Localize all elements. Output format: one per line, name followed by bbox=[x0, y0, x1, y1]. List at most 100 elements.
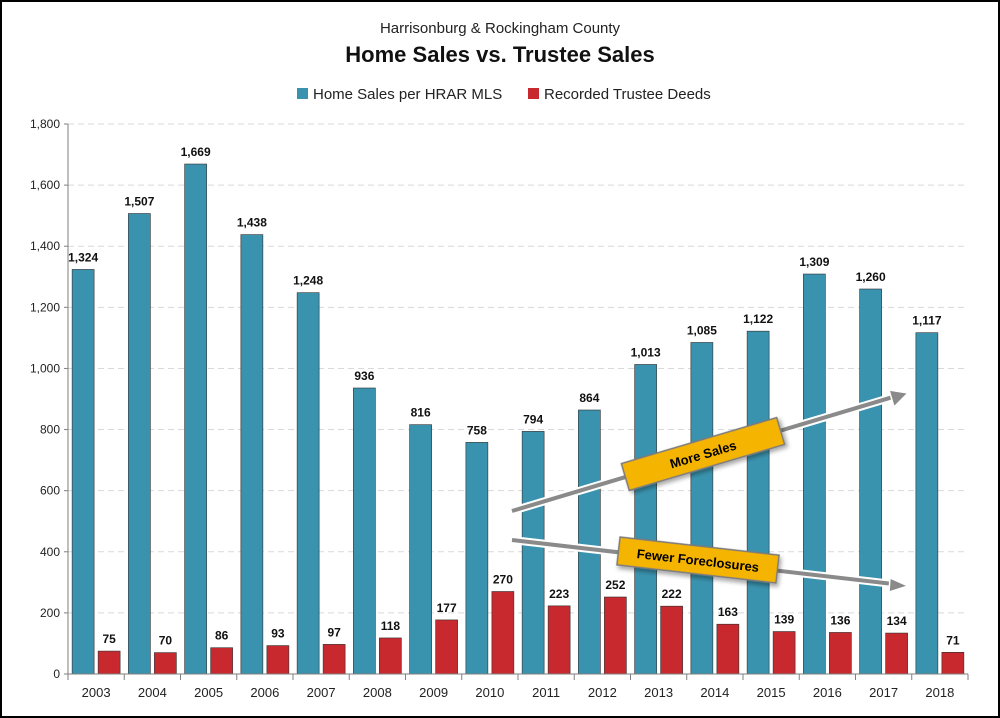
bar-trustee-deeds bbox=[604, 596, 627, 675]
bar-home-sales bbox=[128, 213, 151, 675]
bar-home-sales bbox=[353, 387, 376, 675]
data-label-trustee-deeds: 270 bbox=[493, 573, 513, 587]
bar-trustee-deeds bbox=[435, 619, 458, 675]
data-label-trustee-deeds: 134 bbox=[887, 614, 907, 628]
x-tick-label: 2010 bbox=[475, 685, 504, 700]
data-label-home-sales: 1,117 bbox=[912, 314, 942, 328]
legend-swatch-trustee-deeds bbox=[528, 88, 539, 99]
data-label-trustee-deeds: 177 bbox=[437, 601, 457, 615]
data-label-home-sales: 794 bbox=[523, 412, 543, 426]
data-label-trustee-deeds: 139 bbox=[774, 613, 794, 627]
x-tick-label: 2007 bbox=[307, 685, 336, 700]
y-tick-label: 1,200 bbox=[30, 300, 60, 314]
bar-home-sales bbox=[859, 288, 882, 675]
bar-trustee-deeds bbox=[154, 652, 177, 675]
bar-home-sales bbox=[803, 273, 826, 675]
bar-trustee-deeds bbox=[322, 644, 346, 675]
y-axis: 0 200 400 600 800 1,000 1,200 1,400 1,600 1,800 bbox=[30, 117, 69, 681]
callout-fewer-foreclosures: Fewer Foreclosures bbox=[616, 536, 780, 584]
data-labels: 1,324 75 1,507 70 1,669 86 1,438 93 1,248 97 936 11… bbox=[68, 145, 960, 648]
bar-trustee-deeds bbox=[547, 605, 571, 675]
x-tick-label: 2017 bbox=[869, 685, 898, 700]
x-tick-label: 2005 bbox=[194, 685, 223, 700]
bar-home-sales bbox=[71, 269, 95, 675]
bar-home-sales bbox=[296, 292, 320, 675]
data-label-trustee-deeds: 222 bbox=[662, 587, 682, 601]
legend-label-trustee-deeds: Recorded Trustee Deeds bbox=[544, 86, 711, 103]
x-tick-label: 2012 bbox=[588, 685, 617, 700]
data-label-home-sales: 1,085 bbox=[687, 323, 717, 337]
y-tick-label: 0 bbox=[53, 667, 60, 681]
data-label-home-sales: 1,122 bbox=[743, 312, 773, 326]
data-label-home-sales: 1,507 bbox=[124, 195, 154, 209]
bar-trustee-deeds bbox=[266, 645, 290, 675]
x-tick-label: 2016 bbox=[813, 685, 842, 700]
bar-trustee-deeds bbox=[829, 632, 852, 675]
data-label-home-sales: 1,260 bbox=[856, 270, 886, 284]
bar-trustee-deeds bbox=[660, 605, 683, 675]
y-tick-label: 1,000 bbox=[30, 361, 60, 375]
x-tick-label: 2004 bbox=[138, 685, 167, 700]
bar-trustee-deeds bbox=[716, 623, 740, 675]
bar-home-sales bbox=[521, 431, 545, 675]
data-label-trustee-deeds: 75 bbox=[102, 632, 116, 646]
data-label-home-sales: 1,438 bbox=[237, 216, 267, 230]
chart-title: Home Sales vs. Trustee Sales bbox=[345, 42, 654, 67]
y-tick-label: 600 bbox=[40, 484, 60, 498]
bar-home-sales bbox=[184, 163, 207, 675]
data-label-trustee-deeds: 252 bbox=[605, 578, 625, 592]
legend-label-home-sales: Home Sales per HRAR MLS bbox=[313, 86, 502, 103]
bar-home-sales bbox=[746, 330, 770, 675]
data-label-trustee-deeds: 70 bbox=[159, 634, 173, 648]
data-label-trustee-deeds: 163 bbox=[718, 605, 738, 619]
bar-home-sales bbox=[240, 234, 264, 675]
x-tick-label: 2018 bbox=[925, 685, 954, 700]
data-label-trustee-deeds: 136 bbox=[830, 613, 850, 627]
y-tick-label: 400 bbox=[40, 545, 60, 559]
bar-trustee-deeds bbox=[210, 647, 233, 675]
y-tick-label: 1,600 bbox=[30, 178, 60, 192]
x-tick-label: 2008 bbox=[363, 685, 392, 700]
bar-trustee-deeds bbox=[941, 652, 965, 675]
bar-home-sales bbox=[409, 424, 432, 675]
legend: Home Sales per HRAR MLS Recorded Trustee… bbox=[297, 86, 711, 103]
bar-trustee-deeds bbox=[379, 637, 402, 675]
data-label-trustee-deeds: 118 bbox=[381, 619, 401, 633]
x-axis: 2003 2004 2005 2006 2007 2008 2009 2010 2011 2012… bbox=[67, 673, 969, 700]
data-label-home-sales: 1,669 bbox=[181, 145, 211, 159]
data-label-home-sales: 1,248 bbox=[293, 274, 323, 288]
bar-home-sales bbox=[465, 442, 489, 675]
y-tick-label: 200 bbox=[40, 606, 60, 620]
x-tick-label: 2003 bbox=[82, 685, 111, 700]
bar-trustee-deeds bbox=[97, 650, 121, 675]
data-label-home-sales: 864 bbox=[579, 391, 599, 405]
bar-home-sales bbox=[578, 409, 601, 675]
x-tick-label: 2014 bbox=[700, 685, 729, 700]
x-tick-label: 2006 bbox=[250, 685, 279, 700]
x-tick-label: 2011 bbox=[532, 685, 560, 700]
data-label-trustee-deeds: 93 bbox=[271, 627, 285, 641]
data-label-home-sales: 1,309 bbox=[799, 255, 829, 269]
bar-trustee-deeds bbox=[491, 591, 515, 675]
bar-trustee-deeds bbox=[885, 632, 908, 675]
data-label-home-sales: 1,324 bbox=[68, 250, 98, 264]
bar-home-sales bbox=[915, 332, 939, 675]
data-label-trustee-deeds: 86 bbox=[215, 629, 229, 643]
y-tick-label: 1,400 bbox=[30, 239, 60, 253]
data-label-home-sales: 758 bbox=[467, 423, 487, 437]
data-label-home-sales: 816 bbox=[411, 406, 431, 420]
data-label-home-sales: 1,013 bbox=[631, 345, 661, 359]
data-label-trustee-deeds: 97 bbox=[327, 625, 341, 639]
legend-swatch-home-sales bbox=[297, 88, 308, 99]
data-label-trustee-deeds: 223 bbox=[549, 587, 569, 601]
x-tick-label: 2009 bbox=[419, 685, 448, 700]
y-tick-label: 1,800 bbox=[30, 117, 60, 131]
bar-home-sales bbox=[634, 364, 657, 675]
y-tick-label: 800 bbox=[40, 423, 60, 437]
bar-trustee-deeds bbox=[772, 631, 796, 675]
x-tick-label: 2015 bbox=[757, 685, 786, 700]
bar-home-sales bbox=[690, 342, 714, 675]
x-tick-label: 2013 bbox=[644, 685, 673, 700]
chart-subtitle: Harrisonburg & Rockingham County bbox=[380, 20, 621, 37]
